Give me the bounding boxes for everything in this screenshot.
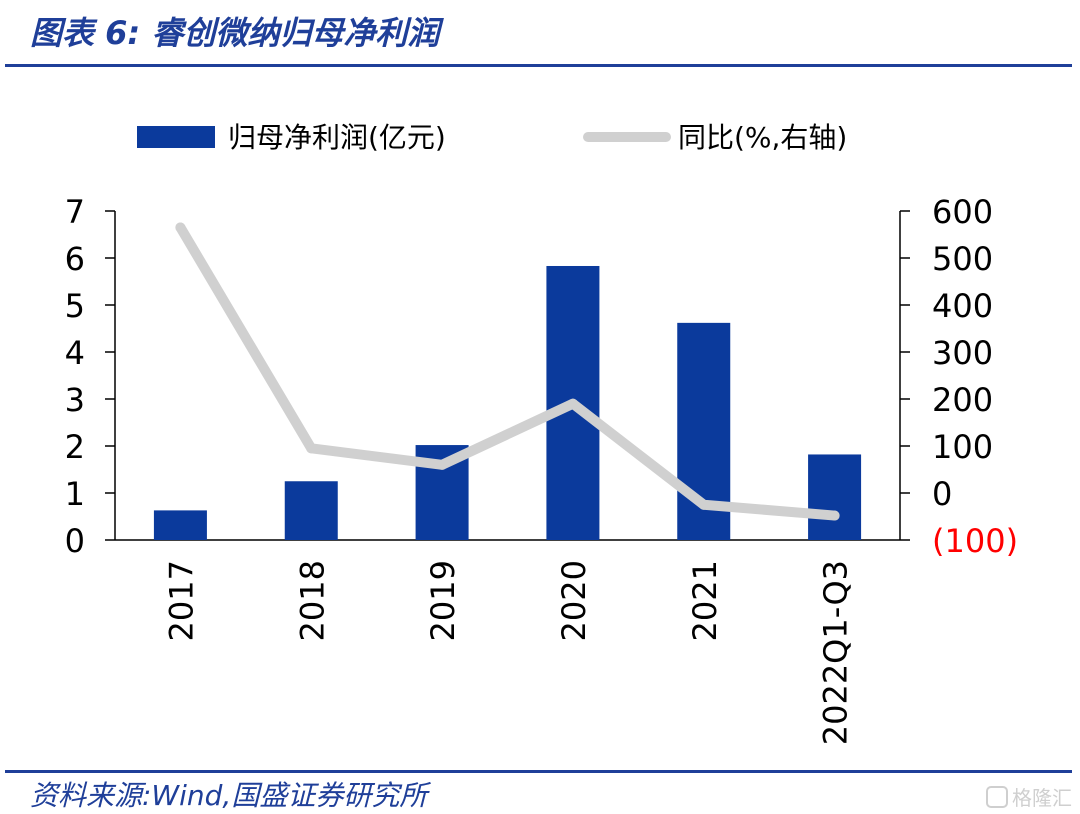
chart: 归母净利润(亿元) 同比(%,右轴) 0 1 2 3 4 5 6 7 (100) 0 100 200… <box>65 121 1018 745</box>
yoy-point-2020 <box>567 398 578 409</box>
yoy-point-2019 <box>437 459 448 470</box>
yoy-line-path <box>175 222 840 521</box>
left-tick-label: 2 <box>65 428 85 466</box>
legend-line-label: 同比(%,右轴) <box>678 121 847 154</box>
x-tick-label: 2018 <box>293 560 331 641</box>
x-tick-label: 2017 <box>162 560 200 641</box>
right-tick-label: 100 <box>932 428 993 466</box>
yoy-point-2021 <box>698 499 709 510</box>
title-divider <box>5 64 1072 67</box>
left-axis-ticks: 0 1 2 3 4 5 6 7 <box>65 193 115 560</box>
yoy-point-2017 <box>175 222 186 233</box>
watermark-text: 格隆汇 <box>1012 786 1072 810</box>
left-tick-label: 1 <box>65 475 85 513</box>
axes <box>114 211 901 541</box>
left-tick-label: 6 <box>65 240 85 278</box>
x-axis-labels: 2017 2018 2019 2020 2021 2022Q1-Q3 <box>162 560 854 745</box>
x-tick-label: 2019 <box>424 560 462 641</box>
x-tick-label: 2021 <box>686 560 724 641</box>
yoy-point-2022Q1-Q3 <box>829 510 840 521</box>
footer-divider <box>5 770 1072 773</box>
left-tick-label: 3 <box>65 381 85 419</box>
legend-bar-label: 归母净利润(亿元) <box>228 121 446 154</box>
bar-2022Q1-Q3 <box>808 454 862 540</box>
bars <box>153 265 862 540</box>
yoy-line <box>175 222 840 521</box>
legend-bar-swatch <box>137 126 215 148</box>
legend: 归母净利润(亿元) 同比(%,右轴) <box>137 121 847 154</box>
right-tick-label: 200 <box>932 381 993 419</box>
left-tick-label: 5 <box>65 287 85 325</box>
left-tick-label: 7 <box>65 193 85 231</box>
watermark: 格隆汇 <box>986 782 1072 811</box>
left-tick-label: 4 <box>65 334 85 372</box>
right-tick-label: 300 <box>932 334 993 372</box>
right-axis-ticks: (100) 0 100 200 300 400 500 600 <box>900 193 1018 560</box>
source-note: 资料来源:Wind,国盛证券研究所 <box>30 779 428 812</box>
right-tick-label: 0 <box>932 475 952 513</box>
right-tick-label: 500 <box>932 240 993 278</box>
right-tick-label: 600 <box>932 193 993 231</box>
x-tick-label: 2022Q1-Q3 <box>817 560 855 745</box>
right-tick-label: 400 <box>932 287 993 325</box>
yoy-point-2018 <box>306 443 317 454</box>
bar-2017 <box>153 510 207 540</box>
chart-title: 图表 6: 睿创微纳归母净利润 <box>30 14 440 52</box>
x-tick-label: 2020 <box>555 560 593 641</box>
left-tick-label: 0 <box>65 522 85 560</box>
bar-2018 <box>284 481 338 540</box>
right-tick-label: (100) <box>932 522 1018 560</box>
watermark-logo-icon <box>986 785 1008 808</box>
